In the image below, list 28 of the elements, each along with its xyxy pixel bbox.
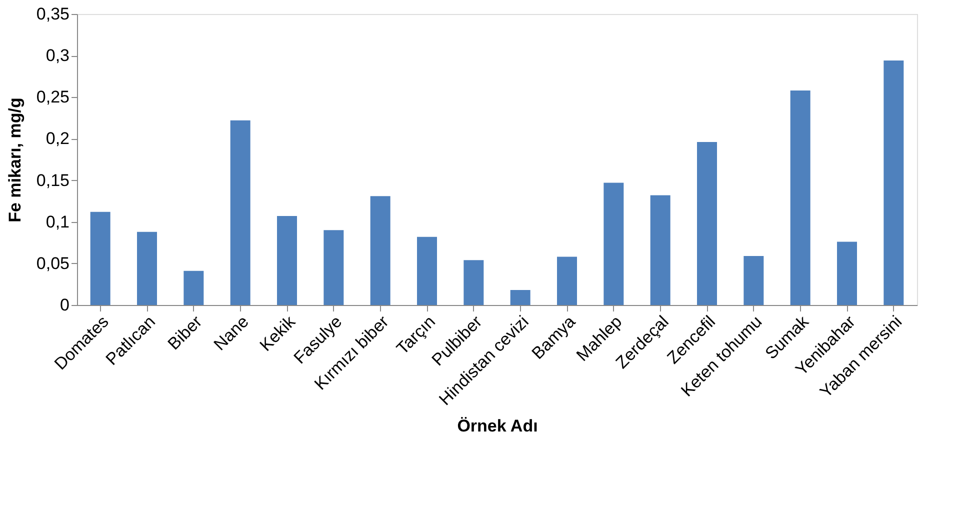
bar — [884, 60, 904, 305]
bar — [277, 216, 297, 305]
bar — [790, 90, 810, 305]
bar — [604, 182, 624, 305]
y-tick-label: 0,2 — [46, 129, 70, 148]
y-tick-label: 0,15 — [36, 170, 70, 190]
bar — [464, 260, 484, 305]
bar — [230, 120, 250, 305]
y-tick-label: 0,3 — [46, 46, 70, 66]
y-axis-title: Fe mikarı, mg/g — [5, 98, 24, 222]
bar — [557, 256, 577, 305]
bar — [650, 195, 670, 305]
y-tick-label: 0 — [60, 296, 70, 314]
bar — [184, 270, 204, 305]
bar — [837, 242, 857, 305]
bar — [744, 256, 764, 305]
y-tick-label: 0,35 — [36, 4, 70, 24]
y-tick-label: 0,25 — [36, 88, 70, 107]
bar — [137, 232, 157, 305]
y-tick-label: 0,1 — [46, 212, 70, 232]
x-axis-title: Örnek Adı — [457, 416, 538, 436]
bar — [324, 230, 344, 305]
bar — [697, 142, 717, 305]
bar — [417, 236, 437, 305]
bar — [90, 212, 110, 305]
y-tick-label: 0,05 — [36, 254, 70, 273]
bar — [370, 196, 390, 305]
bar — [510, 290, 530, 305]
